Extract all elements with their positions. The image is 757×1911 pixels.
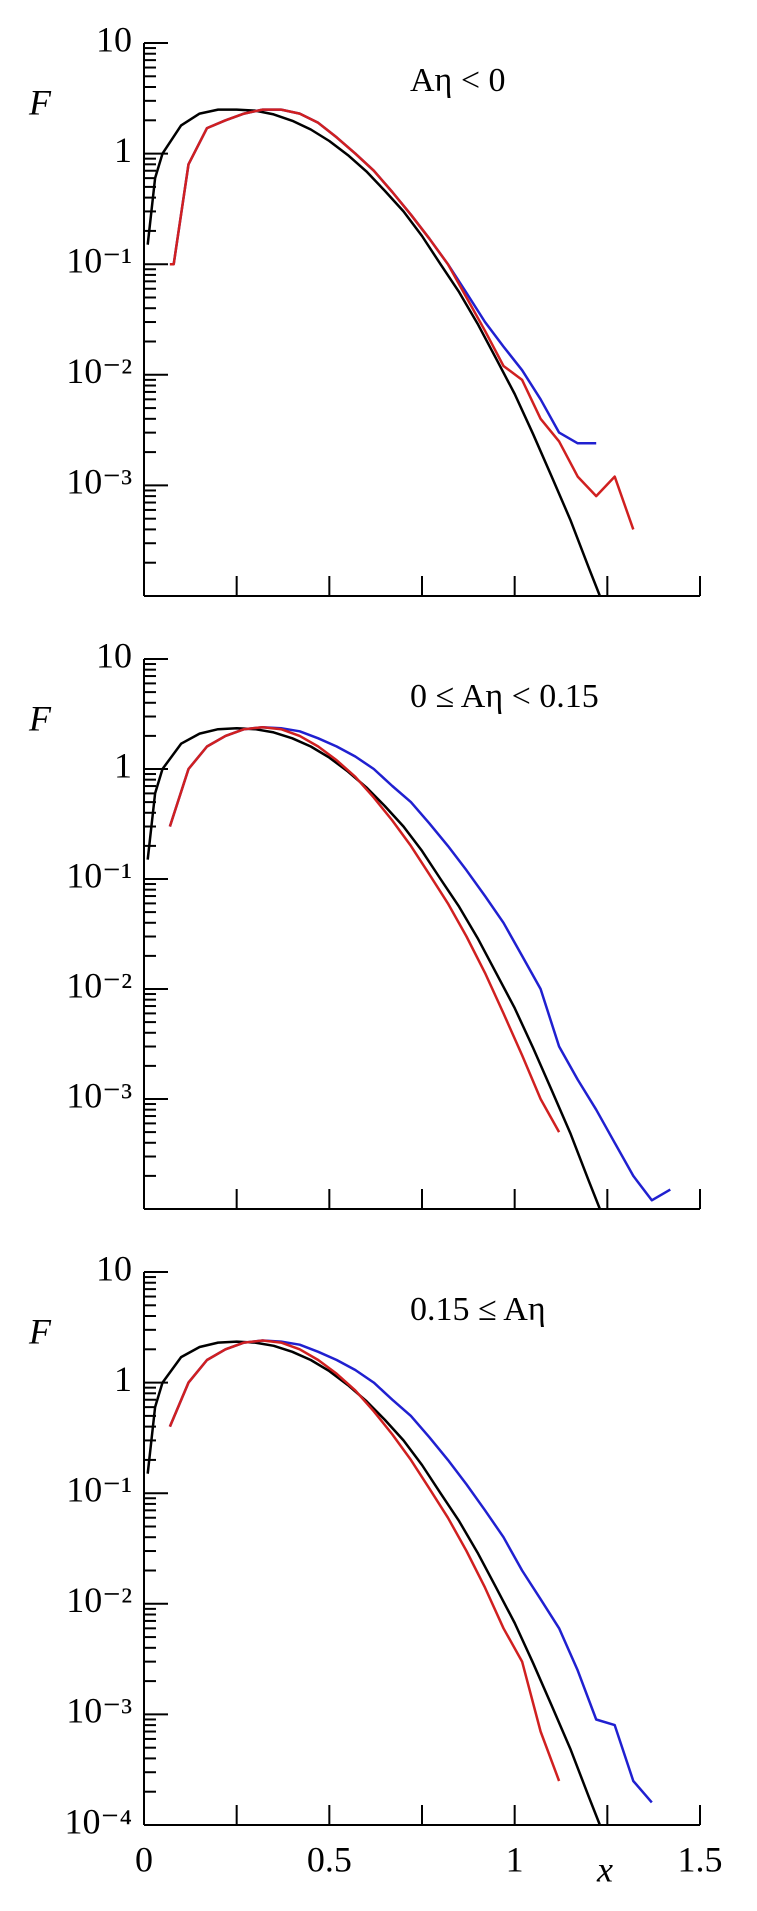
y-tick-label: 10 <box>96 19 132 59</box>
y-axis-label: F <box>28 698 52 738</box>
line-series <box>146 1340 602 1826</box>
x-tick-label: 1 <box>506 1839 524 1879</box>
line-series <box>168 1339 561 1782</box>
y-tick-label: 10⁻¹ <box>66 1469 132 1509</box>
line-series <box>169 108 597 445</box>
x-tick-label: 0.5 <box>307 1839 352 1879</box>
y-tick-label: 10⁻² <box>66 965 132 1005</box>
line-series <box>146 108 602 597</box>
y-tick-label: 1 <box>114 130 132 170</box>
x-tick-label: 0 <box>135 1839 153 1879</box>
y-tick-label: 10⁻¹ <box>66 240 132 280</box>
y-tick-label: 1 <box>114 745 132 785</box>
y-axis-label: F <box>28 1311 52 1351</box>
x-axis-label: x <box>596 1849 613 1889</box>
y-tick-label: 10⁻³ <box>66 1075 132 1115</box>
y-axis-label: F <box>28 82 52 122</box>
y-tick-label: 10 <box>96 635 132 675</box>
line-series <box>146 726 602 1210</box>
y-tick-label: 1 <box>114 1359 132 1399</box>
annotation: Aη < 0 <box>410 62 506 99</box>
y-tick-label: 10⁻¹ <box>66 855 132 895</box>
annotation: 0.15 ≤ Aη <box>410 1291 546 1328</box>
line-series <box>168 725 561 1133</box>
y-tick-label: 10⁻³ <box>66 1691 132 1731</box>
y-tick-label: 10⁻² <box>66 1580 132 1620</box>
y-tick-label: 10⁻² <box>66 351 132 391</box>
annotation: 0 ≤ Aη < 0.15 <box>410 678 599 715</box>
line-series <box>169 108 635 530</box>
line-series <box>168 725 671 1202</box>
y-tick-label: 10⁻³ <box>66 462 132 502</box>
y-tick-label: 10⁻⁴ <box>64 1801 132 1841</box>
x-tick-label: 1.5 <box>678 1839 723 1879</box>
line-series <box>168 1339 653 1804</box>
y-tick-label: 10 <box>96 1248 132 1288</box>
